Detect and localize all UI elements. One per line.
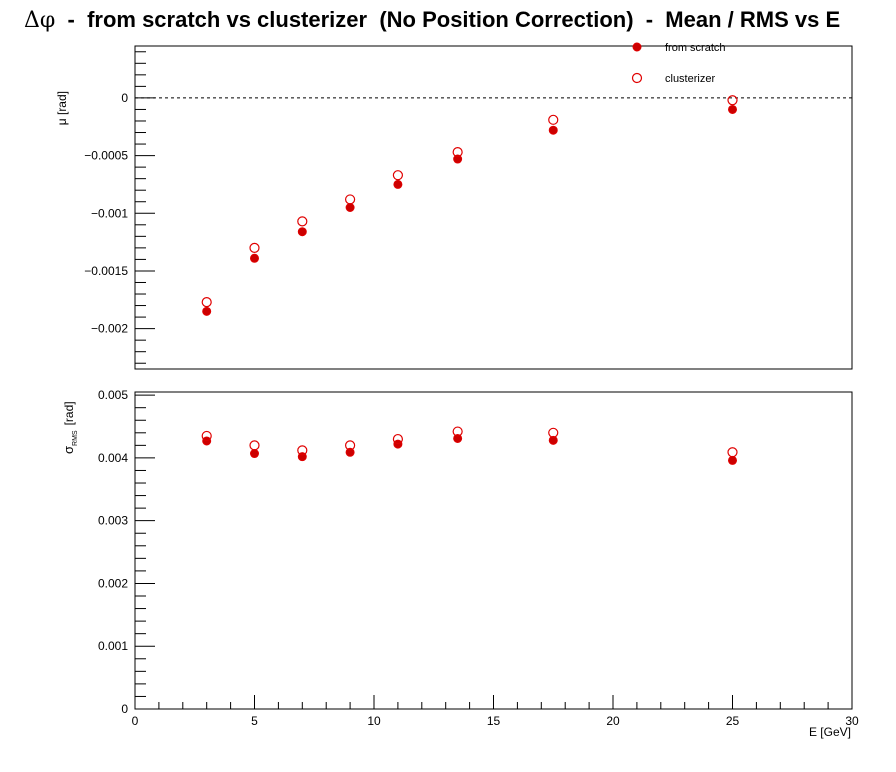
point-from-scratch	[453, 154, 463, 164]
bottom-y-axis-label-subscript: RMS	[72, 430, 79, 446]
point-clusterizer	[249, 242, 260, 253]
top-plot-frame	[134, 45, 853, 370]
y-tick-label: 0	[121, 702, 128, 716]
point-clusterizer	[201, 430, 212, 442]
legend-point-filled	[632, 42, 642, 52]
y-tick-label: −0.002	[91, 322, 128, 336]
chart-title-text: - from scratch vs clusterizer (No Positi…	[55, 7, 840, 32]
point-clusterizer	[345, 194, 356, 205]
point-clusterizer	[548, 427, 559, 438]
point-clusterizer	[727, 447, 738, 458]
top-y-axis-label: μ [rad]	[55, 91, 69, 125]
bottom-x-axis: 0 5 10 15 20 25 30	[132, 695, 859, 728]
x-tick-label: 20	[606, 714, 620, 728]
point-from-scratch	[250, 253, 259, 263]
legend-label-clusterizer: clusterizer	[665, 73, 715, 85]
legend-marker-filled	[632, 42, 642, 52]
point-from-scratch	[453, 433, 463, 443]
bottom-y-axis-label: σRMS [rad]	[61, 401, 79, 454]
point-from-scratch	[345, 447, 355, 457]
point-clusterizer	[297, 445, 308, 456]
chart-title-symbol: Δφ	[24, 8, 55, 33]
top-panel: 0 −0.0005 −0.001 −0.0015 −0.002 μ [rad]	[55, 45, 853, 370]
y-tick-label: 0.002	[98, 576, 128, 590]
x-tick-label: 0	[132, 714, 139, 728]
y-tick-label: 0.004	[98, 451, 128, 465]
point-from-scratch	[202, 306, 212, 316]
y-tick-label: 0	[121, 91, 128, 105]
point-from-scratch	[345, 203, 355, 212]
point-from-scratch	[548, 125, 558, 135]
legend-marker-open	[631, 72, 643, 84]
point-from-scratch	[393, 179, 403, 189]
point-clusterizer	[392, 170, 403, 181]
x-tick-label: 5	[251, 714, 258, 728]
point-clusterizer	[452, 147, 463, 158]
bottom-y-axis-label-unit: [rad]	[62, 401, 76, 425]
point-from-scratch	[297, 227, 307, 237]
legend-point-open	[631, 72, 643, 84]
point-clusterizer	[452, 426, 463, 437]
point-clusterizer	[297, 216, 308, 227]
legend-entry-from-scratch: from scratch	[632, 42, 726, 54]
x-axis-label: E [GeV]	[809, 725, 851, 739]
legend: from scratch clusterizer	[631, 42, 726, 85]
point-from-scratch	[728, 104, 737, 114]
point-clusterizer	[345, 440, 356, 451]
point-clusterizer	[201, 296, 212, 308]
bottom-plot-frame	[134, 391, 853, 710]
y-tick-label: −0.0015	[84, 264, 128, 278]
x-tick-label: 10	[367, 714, 381, 728]
x-tick-label: 30	[845, 714, 859, 728]
chart-title: Δφ - from scratch vs clusterizer (No Pos…	[24, 7, 840, 33]
point-clusterizer	[249, 440, 260, 451]
bottom-y-axis: 0 0.001 0.002 0.003 0.004 0.005	[98, 388, 155, 716]
point-from-scratch	[728, 455, 737, 465]
point-clusterizer	[548, 114, 559, 125]
y-tick-label: 0.001	[98, 639, 128, 653]
point-clusterizer	[392, 433, 403, 445]
y-tick-label: −0.0005	[84, 149, 128, 163]
x-tick-label: 25	[726, 714, 740, 728]
legend-entry-clusterizer: clusterizer	[631, 72, 715, 85]
x-tick-label: 15	[487, 714, 501, 728]
y-tick-label: 0.003	[98, 514, 128, 528]
y-tick-label: −0.001	[91, 206, 128, 220]
legend-label-from-scratch: from scratch	[665, 42, 726, 54]
top-y-axis: 0 −0.0005 −0.001 −0.0015 −0.002	[84, 51, 155, 364]
bottom-data-points	[201, 426, 738, 465]
point-clusterizer	[727, 95, 738, 106]
y-tick-label: 0.005	[98, 388, 128, 402]
top-data-points	[201, 95, 738, 316]
point-from-scratch	[250, 449, 259, 459]
bottom-y-axis-label-symbol: σ	[61, 446, 76, 454]
point-from-scratch	[548, 435, 558, 445]
